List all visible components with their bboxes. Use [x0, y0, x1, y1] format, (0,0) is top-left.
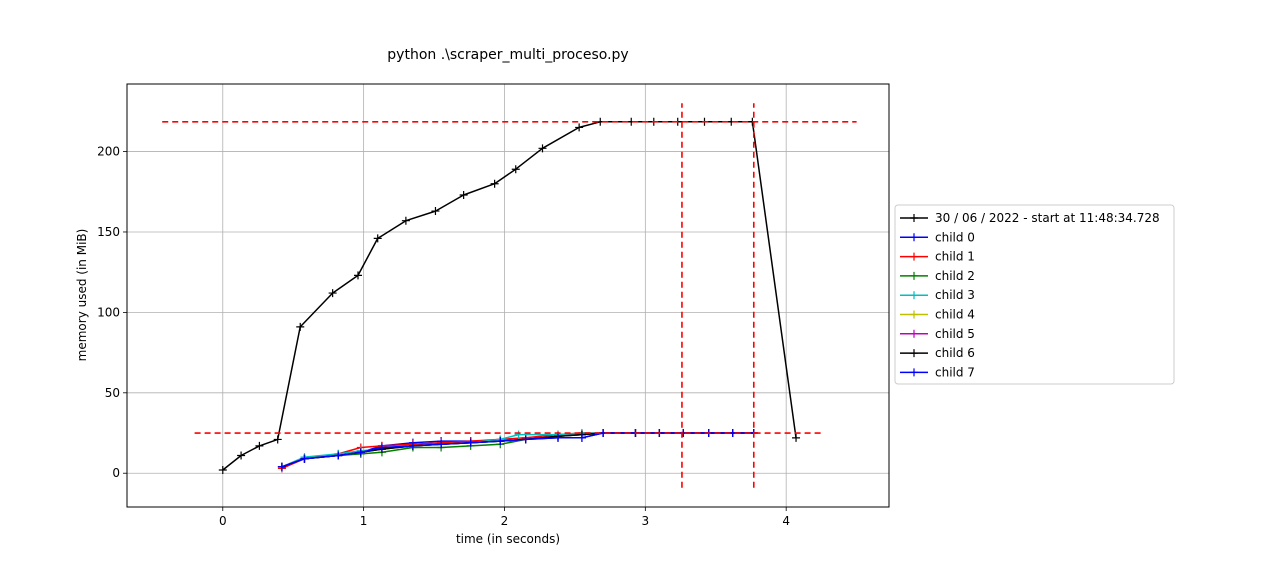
legend-label: child 4: [935, 308, 975, 322]
legend-marker: [910, 233, 918, 242]
data-point-marker: [353, 271, 362, 280]
y-tick-label: 100: [97, 305, 120, 319]
legend-marker: [910, 368, 918, 377]
x-tick-label: 0: [219, 514, 227, 528]
legend-marker: [910, 271, 918, 280]
data-point-marker: [356, 448, 365, 457]
legend-marker: [910, 349, 918, 358]
data-point-marker: [273, 435, 282, 444]
y-tick-label: 200: [97, 145, 120, 159]
legend-label: child 5: [935, 327, 975, 341]
legend-marker: [910, 252, 918, 261]
series-0: [218, 117, 801, 475]
plot-frame: [126, 83, 890, 508]
legend-label: child 2: [935, 269, 975, 283]
series-layer: [218, 117, 801, 475]
legend-item: child 0: [900, 230, 975, 244]
legend-item: child 3: [900, 288, 975, 302]
legend-label: child 6: [935, 346, 975, 360]
data-point-marker: [514, 430, 523, 439]
series-line: [222, 121, 797, 471]
data-point-marker: [538, 144, 547, 153]
data-point-marker: [792, 433, 801, 442]
legend-label: child 7: [935, 365, 975, 379]
data-point-marker: [277, 462, 286, 471]
data-point-marker: [218, 466, 227, 475]
data-point-marker: [490, 179, 499, 188]
legend-marker: [910, 291, 918, 300]
legend-marker: [910, 214, 918, 222]
x-tick-label: 4: [782, 514, 790, 528]
reference-lines: [162, 103, 857, 488]
legend-box: [894, 204, 1175, 385]
series-line: [281, 432, 754, 470]
data-point-marker: [237, 451, 246, 460]
x-tick-label: 3: [642, 514, 650, 528]
data-point-marker: [554, 433, 563, 442]
legend-item: child 5: [900, 327, 975, 341]
x-tick-label: 2: [501, 514, 509, 528]
y-tick-label: 50: [105, 386, 120, 400]
legend-label: child 0: [935, 230, 975, 244]
legend-item: child 1: [900, 250, 975, 264]
grid-lines: [127, 84, 889, 507]
legend-item: child 4: [900, 308, 975, 322]
x-axis-ticks: 0 1 2 3 4: [219, 507, 790, 528]
legend-item: child 2: [900, 269, 975, 283]
data-point-marker: [466, 438, 475, 447]
chart-title: python .\scraper_multi_proceso.py: [387, 47, 628, 63]
y-axis-ticks: 0 50 100 150 200: [97, 145, 127, 480]
data-point-marker: [300, 454, 309, 463]
legend-item: child 6: [900, 346, 975, 360]
data-point-marker: [296, 322, 305, 331]
data-point-marker: [377, 443, 386, 452]
legend-marker: [910, 310, 918, 319]
x-tick-label: 1: [360, 514, 368, 528]
legend-item: 30 / 06 / 2022 - start at 11:48:34.728: [900, 211, 1160, 225]
data-point-marker: [334, 451, 343, 460]
data-point-marker: [431, 207, 440, 216]
data-point-marker: [521, 435, 530, 444]
data-point-marker: [459, 190, 468, 199]
data-point-marker: [511, 165, 520, 174]
x-axis-label: time (in seconds): [456, 532, 560, 546]
data-point-marker: [437, 440, 446, 449]
legend-marker: [910, 329, 918, 338]
y-tick-label: 150: [97, 225, 120, 239]
legend-label: child 3: [935, 288, 975, 302]
legend-label: child 1: [935, 250, 975, 264]
data-point-marker: [255, 441, 264, 450]
y-axis-label: memory used (in MiB): [75, 229, 89, 362]
data-point-marker: [408, 441, 417, 450]
data-point-marker: [373, 234, 382, 243]
data-point-marker: [328, 289, 337, 298]
data-point-marker: [496, 437, 505, 446]
legend-item: child 7: [900, 365, 975, 379]
y-tick-label: 0: [112, 466, 120, 480]
legend-label: 30 / 06 / 2022 - start at 11:48:34.728: [935, 211, 1160, 225]
data-point-marker: [401, 216, 410, 225]
data-point-marker: [575, 123, 584, 132]
data-point-marker: [577, 433, 586, 442]
legend: 30 / 06 / 2022 - start at 11:48:34.728 ch…: [894, 204, 1175, 385]
